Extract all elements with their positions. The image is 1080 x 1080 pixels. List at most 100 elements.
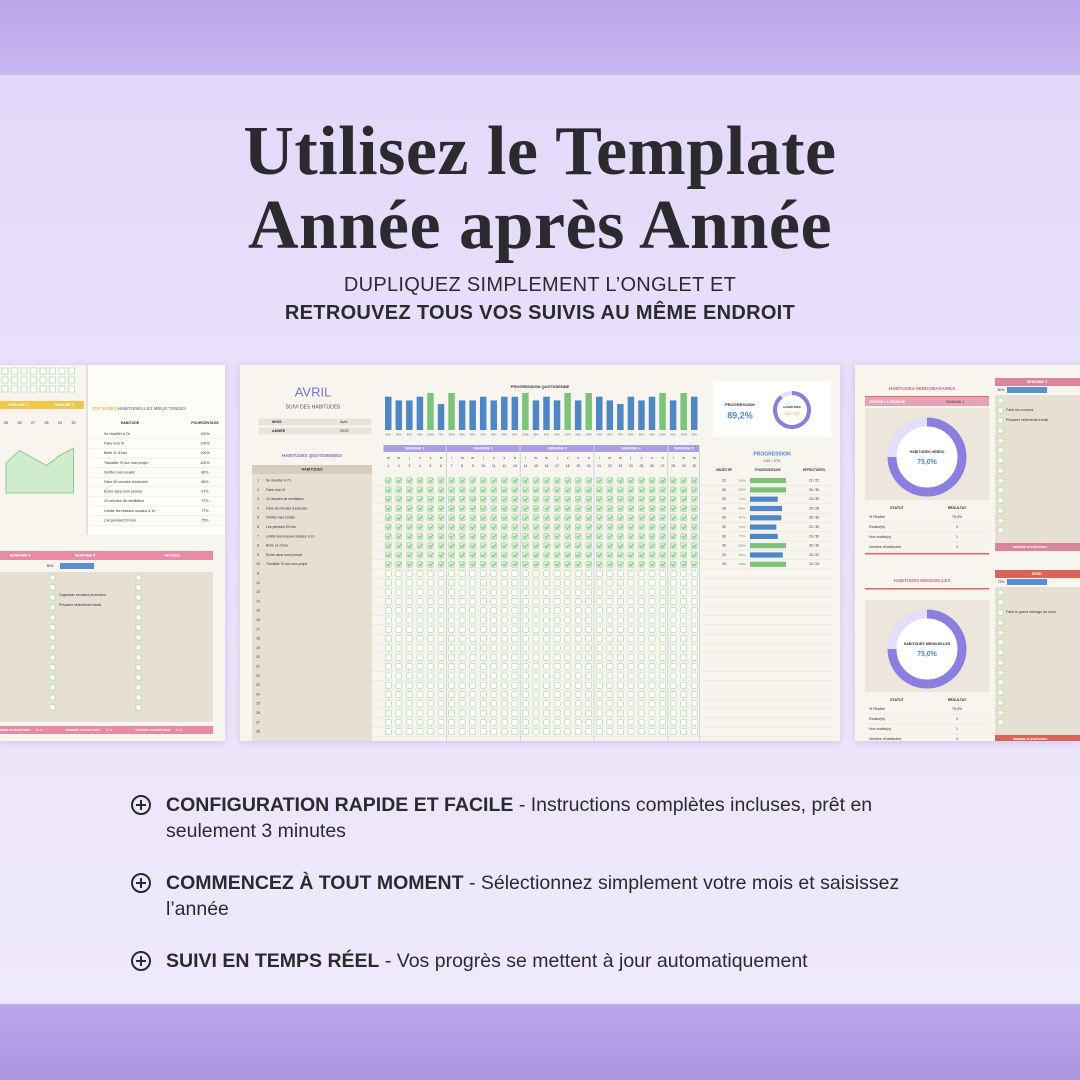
- checkbox: [437, 644, 445, 652]
- top10-bg: [88, 365, 225, 535]
- checkbox: [585, 691, 592, 698]
- checkbox: [659, 635, 666, 642]
- title-rule: [865, 396, 989, 398]
- checkbox: [501, 588, 508, 596]
- checkbox: [638, 523, 645, 531]
- check: [586, 497, 592, 502]
- checkbox: [532, 626, 540, 633]
- bar-label: 80%: [396, 433, 402, 437]
- checkbox: [627, 579, 635, 587]
- checkbox: [458, 654, 466, 661]
- checkbox: [564, 486, 571, 494]
- checkbox: [395, 709, 403, 717]
- checkbox: [395, 570, 403, 577]
- check: [565, 544, 571, 548]
- percent-bar: [750, 552, 783, 558]
- checkbox: [564, 616, 571, 624]
- objective: 24: [722, 562, 726, 566]
- checkbox: [617, 709, 624, 717]
- checkbox: [458, 579, 466, 587]
- checkbox: [427, 663, 434, 670]
- checkbox: [596, 644, 603, 652]
- checkbox: [490, 635, 498, 642]
- checkbox: [596, 616, 603, 624]
- week-header: SEMAINE 4: [621, 446, 640, 450]
- checkbox: [585, 523, 592, 531]
- top10-percent: 75%: [201, 518, 209, 522]
- table-header: STATUT: [890, 698, 904, 702]
- checkbox: [532, 616, 540, 624]
- row-number: 12: [256, 581, 260, 585]
- checkbox: [416, 542, 424, 549]
- ring-arc: [887, 609, 967, 689]
- checkbox: [680, 514, 687, 522]
- checkbox: [680, 719, 687, 726]
- checkbox: [574, 523, 582, 531]
- check: [639, 525, 644, 530]
- table-cell: % Réalisé: [869, 707, 885, 711]
- check: [660, 534, 666, 539]
- checkbox: [543, 523, 550, 531]
- check: [544, 479, 549, 483]
- checkbox: [480, 588, 487, 596]
- checkbox: [617, 523, 624, 531]
- checkbox: [691, 505, 698, 512]
- week-header: SEMAINE 5: [674, 446, 693, 450]
- check: [660, 553, 666, 558]
- checkbox: [574, 654, 582, 661]
- footer-band: [995, 735, 1080, 741]
- objective: 30: [722, 534, 726, 538]
- checkbox: [522, 561, 529, 568]
- checkbox: [659, 495, 666, 503]
- title-rule: [865, 588, 989, 590]
- checkbox: [511, 616, 519, 624]
- checkbox: [997, 517, 1004, 524]
- checkbox: [501, 598, 508, 605]
- checkbox: [585, 709, 592, 717]
- checkbox: [511, 728, 519, 735]
- checkbox: [406, 505, 413, 512]
- checkbox: [416, 607, 424, 615]
- checkbox: [564, 514, 571, 522]
- check: [555, 506, 560, 511]
- checkbox: [691, 588, 698, 596]
- check: [544, 544, 549, 548]
- check: [534, 488, 539, 492]
- checkbox: [469, 719, 476, 726]
- checkbox: [39, 367, 47, 375]
- checkbox: [648, 672, 656, 680]
- daily-bar: [543, 396, 550, 430]
- checkbox: [659, 719, 666, 726]
- top10-highlight: TOP 10 DES: [92, 406, 117, 411]
- checkbox: [606, 654, 614, 661]
- check: [407, 479, 412, 483]
- check: [565, 516, 571, 520]
- table-cell: 3: [956, 717, 958, 721]
- checkbox: [532, 542, 540, 549]
- checkbox: [480, 477, 487, 484]
- checkbox: [458, 616, 466, 624]
- checkbox: [997, 417, 1004, 424]
- checkbox: [39, 376, 47, 384]
- bar-label: 90%: [628, 433, 634, 437]
- checkbox: [427, 523, 434, 531]
- check: [470, 516, 476, 520]
- percent-label: 91%: [739, 553, 745, 557]
- checkbox: [448, 654, 455, 661]
- checkbox: [480, 691, 487, 698]
- checkbox: [617, 607, 624, 615]
- checkbox: [564, 672, 571, 680]
- checkbox: [458, 672, 466, 680]
- checkbox: [395, 681, 403, 689]
- row-number: 28: [256, 730, 260, 734]
- checkbox: [543, 486, 550, 494]
- checkbox: [532, 644, 540, 652]
- checkbox: [680, 700, 687, 708]
- check: [692, 562, 697, 567]
- checkbox: [458, 728, 466, 735]
- checkbox: [564, 542, 571, 549]
- checkbox: [501, 654, 508, 661]
- checkbox: [522, 635, 529, 642]
- check: [671, 534, 676, 539]
- checkbox: [522, 495, 529, 503]
